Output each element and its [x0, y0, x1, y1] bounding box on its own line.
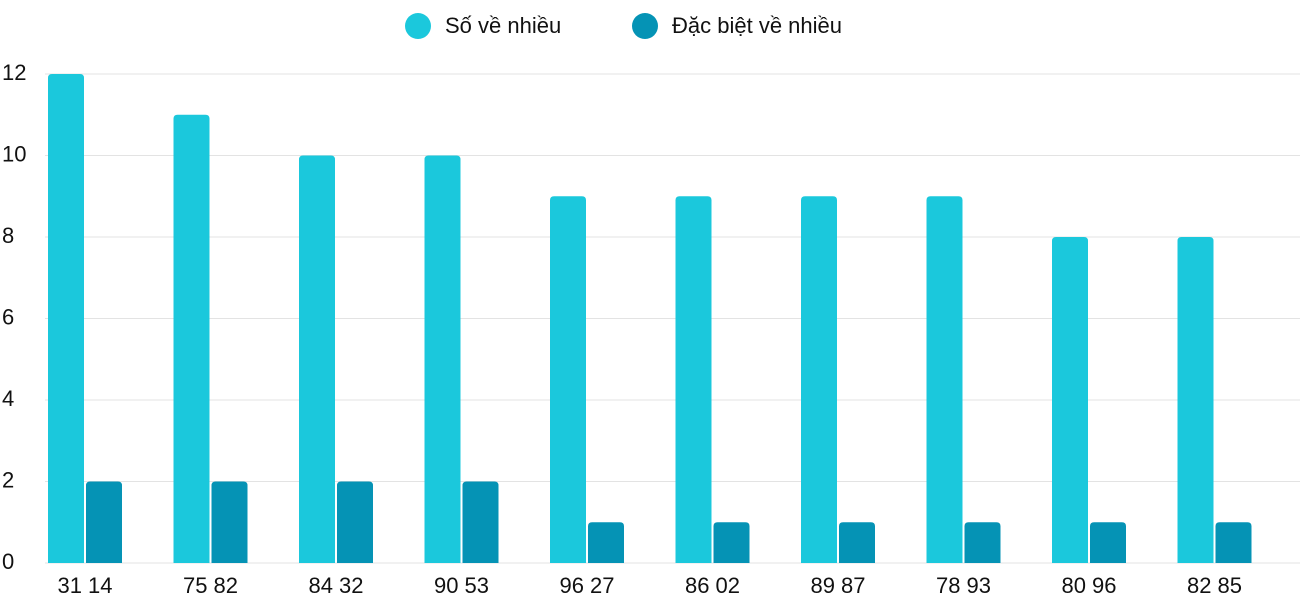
bar [299, 155, 335, 563]
bar [48, 74, 84, 563]
bar [550, 196, 586, 563]
bar [173, 114, 210, 563]
bar [1177, 237, 1214, 563]
bar [675, 196, 712, 563]
legend-label: Số về nhiều [445, 13, 561, 38]
x-tick-label: 80 96 [1061, 573, 1116, 598]
y-tick-label: 6 [2, 304, 14, 329]
bar [839, 522, 875, 563]
x-tick-label: 89 87 [810, 573, 865, 598]
y-tick-label: 8 [2, 223, 14, 248]
y-tick-label: 0 [2, 549, 14, 574]
bar [588, 522, 624, 563]
bar [1090, 522, 1126, 563]
x-tick-label: 96 27 [559, 573, 614, 598]
x-tick-label: 86 02 [685, 573, 740, 598]
bar [86, 481, 122, 563]
y-tick-label: 2 [2, 467, 14, 492]
x-tick-label: 90 53 [434, 573, 489, 598]
bar [462, 481, 499, 563]
x-tick-label: 78 93 [936, 573, 991, 598]
bar [211, 481, 248, 563]
x-tick-label: 84 32 [308, 573, 363, 598]
bar [964, 522, 1001, 563]
bar [713, 522, 750, 563]
x-tick-label: 82 85 [1187, 573, 1242, 598]
bar [1215, 522, 1252, 563]
legend-marker [632, 13, 658, 39]
y-tick-label: 4 [2, 386, 14, 411]
legend-label: Đặc biệt về nhiều [672, 13, 842, 38]
bar [424, 155, 461, 563]
bar [801, 196, 837, 563]
legend-marker [405, 13, 431, 39]
bar [1052, 237, 1088, 563]
x-tick-label: 31 14 [57, 573, 112, 598]
y-tick-label: 10 [2, 141, 26, 166]
bar [926, 196, 963, 563]
bar [337, 481, 373, 563]
y-tick-label: 12 [2, 60, 26, 85]
x-tick-label: 75 82 [183, 573, 238, 598]
